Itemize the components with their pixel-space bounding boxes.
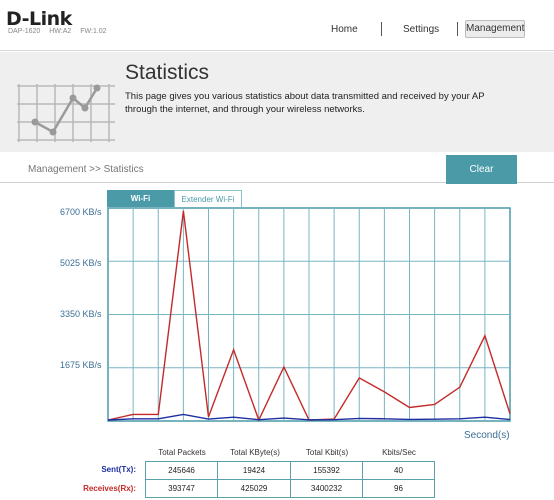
nav-divider — [457, 22, 458, 36]
nav-management[interactable]: Management — [465, 20, 525, 38]
row-label-sent: Sent(Tx): — [101, 465, 136, 474]
receives-kbits-sec: 96 — [362, 479, 435, 498]
row-label-receives: Receives(Rx): — [83, 484, 136, 493]
clear-button[interactable]: Clear — [446, 155, 517, 184]
nav-home[interactable]: Home — [331, 24, 358, 35]
column-header-kbits-sec: Kbits/Sec — [382, 448, 416, 457]
receives-total-packets: 393747 — [145, 479, 218, 498]
receives-total-kbits: 3400232 — [290, 479, 363, 498]
column-header-total-packets: Total Packets — [158, 448, 206, 457]
column-header-total-kbytes: Total KByte(s) — [230, 448, 280, 457]
y-tick-label: 1675 KB/s — [60, 360, 102, 370]
page-description: This page gives you various statistics a… — [125, 91, 485, 115]
page-banner — [0, 52, 554, 152]
dlink-logo: D-Link — [6, 8, 72, 30]
tab-extender-wifi[interactable]: Extender Wi-Fi — [174, 190, 242, 207]
y-tick-label: 6700 KB/s — [60, 207, 102, 217]
sent-kbits-sec: 40 — [362, 461, 435, 480]
column-header-total-kbits: Total Kbit(s) — [305, 448, 349, 457]
model-number: DAP-1620 — [8, 28, 41, 35]
chart-line-sent — [107, 413, 511, 421]
y-tick-label: 5025 KB/s — [60, 258, 102, 268]
breadcrumb: Management >> Statistics — [28, 164, 144, 175]
nav-divider — [381, 22, 382, 36]
sent-total-kbytes: 19424 — [217, 461, 291, 480]
x-axis-label: Second(s) — [464, 430, 510, 441]
statistics-graph-icon — [17, 84, 115, 142]
device-info: DAP-1620 HW:A2 FW:1.02 — [8, 28, 114, 35]
page-title: Statistics — [125, 61, 210, 84]
nav-settings[interactable]: Settings — [403, 24, 440, 35]
tab-wifi[interactable]: Wi-Fi — [107, 190, 174, 207]
firmware-version: FW:1.02 — [80, 28, 107, 35]
receives-total-kbytes: 425029 — [217, 479, 291, 498]
traffic-chart — [107, 207, 511, 422]
hardware-version: HW:A2 — [49, 28, 72, 35]
sent-total-packets: 245646 — [145, 461, 218, 480]
sent-total-kbits: 155392 — [290, 461, 363, 480]
header — [0, 0, 554, 51]
y-tick-label: 3350 KB/s — [60, 309, 102, 319]
